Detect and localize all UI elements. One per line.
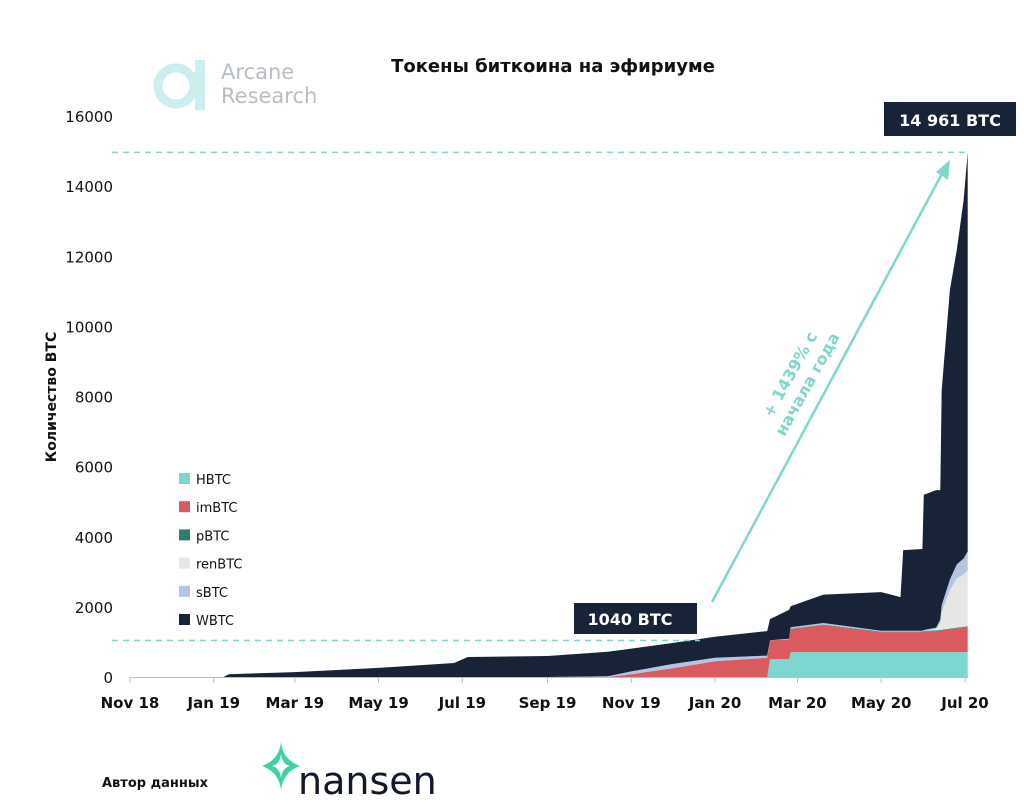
y-tick-label: 8000 — [75, 389, 113, 407]
legend-swatch-wbtc — [179, 614, 190, 625]
y-tick-label: 12000 — [65, 248, 113, 266]
x-tick-label: Jan 20 — [688, 694, 741, 712]
source-label: Автор данных — [102, 776, 209, 791]
y-tick-label: 14000 — [65, 178, 113, 196]
nansen-logo: nansen — [262, 742, 437, 803]
x-tick-label: Sep 19 — [519, 694, 577, 712]
chart-title: Токены биткоина на эфириуме — [391, 56, 715, 77]
y-tick-label: 0 — [103, 669, 113, 687]
arcane-logo: Arcane Research — [153, 60, 317, 110]
y-tick-label: 10000 — [65, 318, 113, 336]
legend-label-renbtc: renBTC — [196, 558, 242, 573]
x-tick-label: May 19 — [348, 694, 408, 712]
start-label: 1040 BTC — [588, 610, 673, 629]
start-label-box — [574, 603, 697, 634]
legend-swatch-renbtc — [179, 557, 190, 569]
legend-swatch-hbtc — [179, 473, 190, 484]
area-hbtc — [130, 652, 968, 677]
x-tick-label: Mar 20 — [768, 694, 827, 712]
legend-label-sbtc: sBTC — [196, 586, 228, 601]
y-tick-label: 2000 — [75, 599, 113, 617]
x-tick-label: Nov 18 — [101, 694, 160, 712]
legend-label-imbtc: imBTC — [196, 501, 237, 516]
x-tick-label: Mar 19 — [266, 694, 325, 712]
x-tick-label: Jan 19 — [187, 694, 240, 712]
arcane-line1: Arcane — [221, 60, 294, 84]
y-tick-label: 6000 — [75, 459, 113, 477]
x-tick-label: Jul 19 — [438, 694, 487, 712]
peak-label: 14 961 BTC — [899, 111, 1001, 130]
legend: HBTC imBTC pBTC renBTC sBTC WBTC — [179, 473, 242, 629]
legend-label-pbtc: pBTC — [196, 529, 229, 544]
area-wbtc — [130, 152, 968, 677]
area-imbtc — [130, 625, 968, 677]
y-tick-label: 4000 — [75, 529, 113, 547]
x-tick-label: Nov 19 — [602, 694, 661, 712]
growth-arrow — [710, 169, 946, 603]
peak-label-box — [884, 102, 1016, 136]
y-axis-label: Количество BTC — [44, 332, 60, 463]
y-tick-label: 16000 — [65, 108, 113, 126]
legend-swatch-pbtc — [179, 529, 190, 541]
legend-label-hbtc: HBTC — [196, 473, 231, 488]
areas — [130, 152, 968, 677]
legend-swatch-sbtc — [179, 585, 190, 597]
x-tick-label: Jul 20 — [940, 694, 989, 712]
x-tick-label: May 20 — [851, 694, 911, 712]
nansen-wordmark: nansen — [298, 759, 437, 803]
legend-label-wbtc: WBTC — [196, 614, 234, 629]
ticks: 0 2000 4000 6000 8000 10000 12000 14000 16000 Nov… — [65, 108, 988, 712]
arrow-head-icon — [936, 160, 950, 180]
arcane-line2: Research — [221, 84, 317, 108]
legend-swatch-imbtc — [179, 501, 190, 513]
